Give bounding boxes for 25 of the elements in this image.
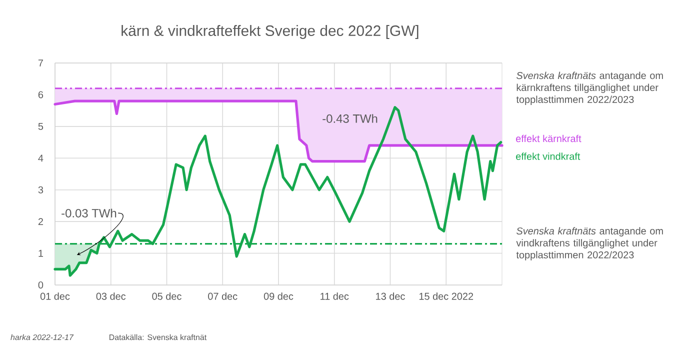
- y-tick-label: 3: [38, 186, 44, 194]
- line-series: [54, 100, 504, 163]
- x-tick-label: 15 dec 2022: [419, 292, 474, 300]
- x-tick-label: 13 dec: [376, 292, 405, 300]
- y-tick-label: 0: [38, 281, 44, 289]
- y-tick-label: 5: [38, 122, 44, 130]
- series-label: effekt kärnkraft: [516, 134, 582, 142]
- chart-title: kärn & vindkrafteffekt Sverige dec 2022 [GW]: [122, 25, 418, 39]
- x-tick-label: 07 dec: [208, 292, 238, 300]
- y-tick-label: 6: [38, 91, 44, 98]
- x-tick-label: 01 dec: [40, 292, 70, 300]
- x-tick-label: 11 dec: [320, 292, 349, 300]
- ref-line-label: Svenska kraftnäts antagande om vindkraftens tillgänglighet under topplasttimmen 2022/2023: [516, 227, 663, 260]
- line-series: [54, 106, 502, 277]
- x-tick-label: 09 dec: [264, 292, 294, 300]
- x-tick-label: 03 dec: [96, 292, 126, 300]
- y-tick-label: 7: [38, 60, 43, 66]
- annotation: -0.03 TWh: [62, 208, 116, 218]
- series-label: effekt vindkraft: [516, 152, 580, 160]
- ref-line-label: Svenska kraftnäts antagande om kärnkraftens tillgänglighet under topplasttimmen 2022/2023: [516, 72, 663, 105]
- y-tick-label: 4: [38, 154, 44, 162]
- y-tick-label: 2: [38, 218, 43, 226]
- x-tick-label: 05 dec: [152, 292, 182, 300]
- annotation: -0.43 TWh: [322, 114, 378, 123]
- y-tick-label: 1: [38, 250, 44, 257]
